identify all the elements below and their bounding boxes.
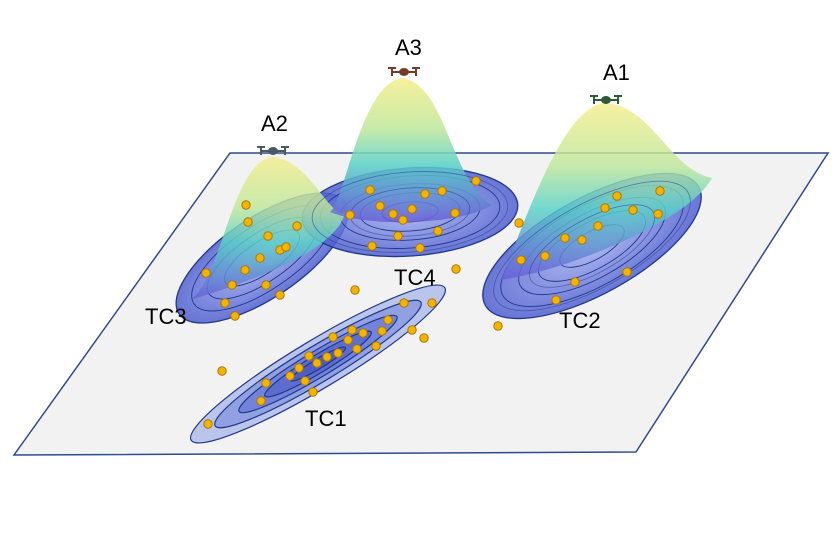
label-tc1: TC1	[305, 406, 347, 431]
drone-icon	[590, 95, 622, 104]
label-tc3: TC3	[145, 304, 187, 329]
label-tc2: TC2	[559, 308, 601, 333]
peak-a1	[500, 103, 712, 280]
peak-a2	[190, 157, 345, 300]
cluster-tc2-overlay	[493, 180, 691, 312]
label-a2: A2	[261, 111, 288, 136]
label-a1: A1	[603, 60, 630, 85]
label-tc4: TC4	[394, 265, 436, 290]
data-points	[201, 176, 665, 429]
drone-icon	[257, 146, 289, 155]
drone-icon	[388, 67, 420, 76]
label-a3: A3	[395, 35, 422, 60]
peak-a3	[330, 78, 492, 223]
